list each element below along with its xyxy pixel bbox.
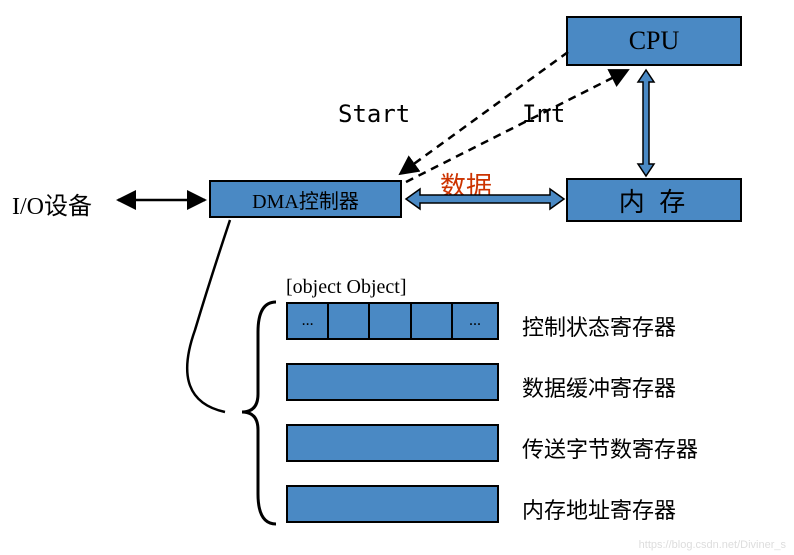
memory-box: 内 存 — [566, 178, 742, 222]
cpu-memory-arrow — [638, 70, 654, 176]
watermark: https://blog.csdn.net/Diviner_s — [639, 539, 786, 551]
register-label-2: 传送字节数寄存器 — [522, 432, 698, 464]
register-label-3: 内存地址寄存器 — [522, 493, 676, 525]
reg-cell — [370, 304, 411, 338]
io-device-label: I/O设备 — [12, 186, 92, 221]
int-label: Int — [522, 100, 565, 128]
dma-brace-connector — [187, 220, 230, 412]
reg-cell: ... — [453, 304, 497, 338]
register-byte-count — [286, 424, 499, 462]
dma-label: DMA控制器 — [252, 185, 359, 214]
dma-box: DMA控制器 — [209, 180, 402, 218]
register-mem-addr — [286, 485, 499, 523]
register-data-buffer — [286, 363, 499, 401]
register-control-status: ... ... — [286, 302, 499, 340]
cpu-box: CPU — [566, 16, 742, 66]
memory-label: 内 存 — [619, 182, 690, 219]
reg-cell: ... — [288, 304, 329, 338]
register-label-0: 控制状态寄存器 — [522, 310, 676, 342]
reg-cell — [412, 304, 453, 338]
reg-cell — [329, 304, 370, 338]
registers-brace — [242, 302, 276, 524]
cpu-label: CPU — [629, 26, 680, 56]
diagram-canvas: CPU DMA控制器 内 存 I/O设备 Start Int 数据 [objec… — [0, 0, 794, 555]
data-label: 数据 — [440, 166, 492, 203]
register-header: [object Object] — [286, 276, 407, 299]
register-label-1: 数据缓冲寄存器 — [522, 371, 676, 403]
start-label: Start — [338, 100, 410, 128]
